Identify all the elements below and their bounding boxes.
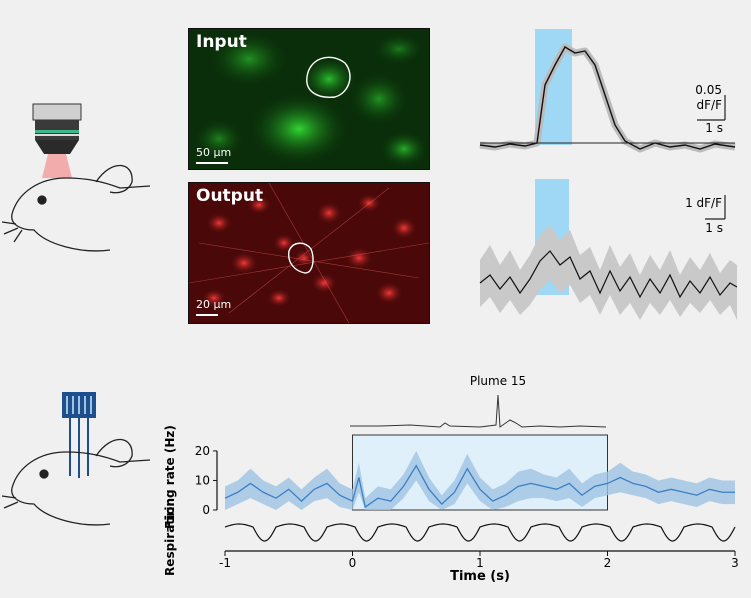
trace-output-line [479, 250, 738, 299]
input-micrograph: Input 50 µm [188, 28, 430, 170]
output-title: Output [196, 186, 264, 206]
chart-title: Plume 15 [470, 374, 526, 388]
x-tick-label: -1 [219, 556, 231, 570]
roi-outline [288, 242, 314, 274]
y-axis-label-resp: Respiration [163, 498, 177, 576]
trace-top-scale-y: 0.05 [695, 83, 722, 97]
trace-input: 0.05 dF/F 1 s [479, 29, 736, 153]
trace-input-line [479, 46, 736, 150]
trace-output: 1 dF/F 1 s [479, 179, 738, 320]
roi-outline [306, 56, 351, 98]
input-title: Input [196, 32, 247, 52]
output-micrograph: Output 20 µm [188, 182, 430, 324]
x-tick-label: 3 [731, 556, 739, 570]
y-tick-label: 20 [195, 444, 210, 458]
trace-bottom-scale-x: 1 s [705, 221, 723, 235]
y-tick-label: 10 [195, 473, 210, 487]
trace-top-scale-unit: dF/F [697, 98, 723, 112]
output-scale-label: 20 µm [196, 298, 232, 311]
output-micrograph-image [189, 183, 429, 323]
x-axis-label: Time (s) [450, 569, 510, 584]
x-tick-label: 0 [349, 556, 357, 570]
input-micrograph-image [189, 29, 429, 169]
input-scale-bar [196, 162, 228, 164]
mouse-head-icon [1, 164, 151, 252]
respiration-trace [224, 523, 736, 542]
firing-rate-line [224, 464, 735, 509]
x-tick-label: 1 [476, 556, 484, 570]
mouse-ephys-illustration [1, 392, 151, 526]
output-scale-bar [196, 314, 218, 316]
objective-icon [32, 103, 82, 178]
mouse-imaging-illustration [1, 103, 151, 252]
x-tick-label: 2 [604, 556, 612, 570]
mouse-head-icon [1, 438, 151, 526]
firing-rate-band [225, 450, 735, 510]
probe-icon [62, 392, 96, 478]
plume-trace [350, 394, 607, 428]
y-tick-label: 0 [202, 503, 210, 517]
y-axis-label-firing: Firing rate (Hz) [163, 425, 177, 529]
firing-rate-chart: Plume 15 0 10 20 -1 0 1 2 3 Time (s) Firing ra… [163, 374, 739, 584]
trace-bottom-scale-y: 1 dF/F [685, 196, 722, 210]
input-scale-label: 50 µm [196, 146, 232, 159]
trace-top-scale-x: 1 s [705, 121, 723, 135]
